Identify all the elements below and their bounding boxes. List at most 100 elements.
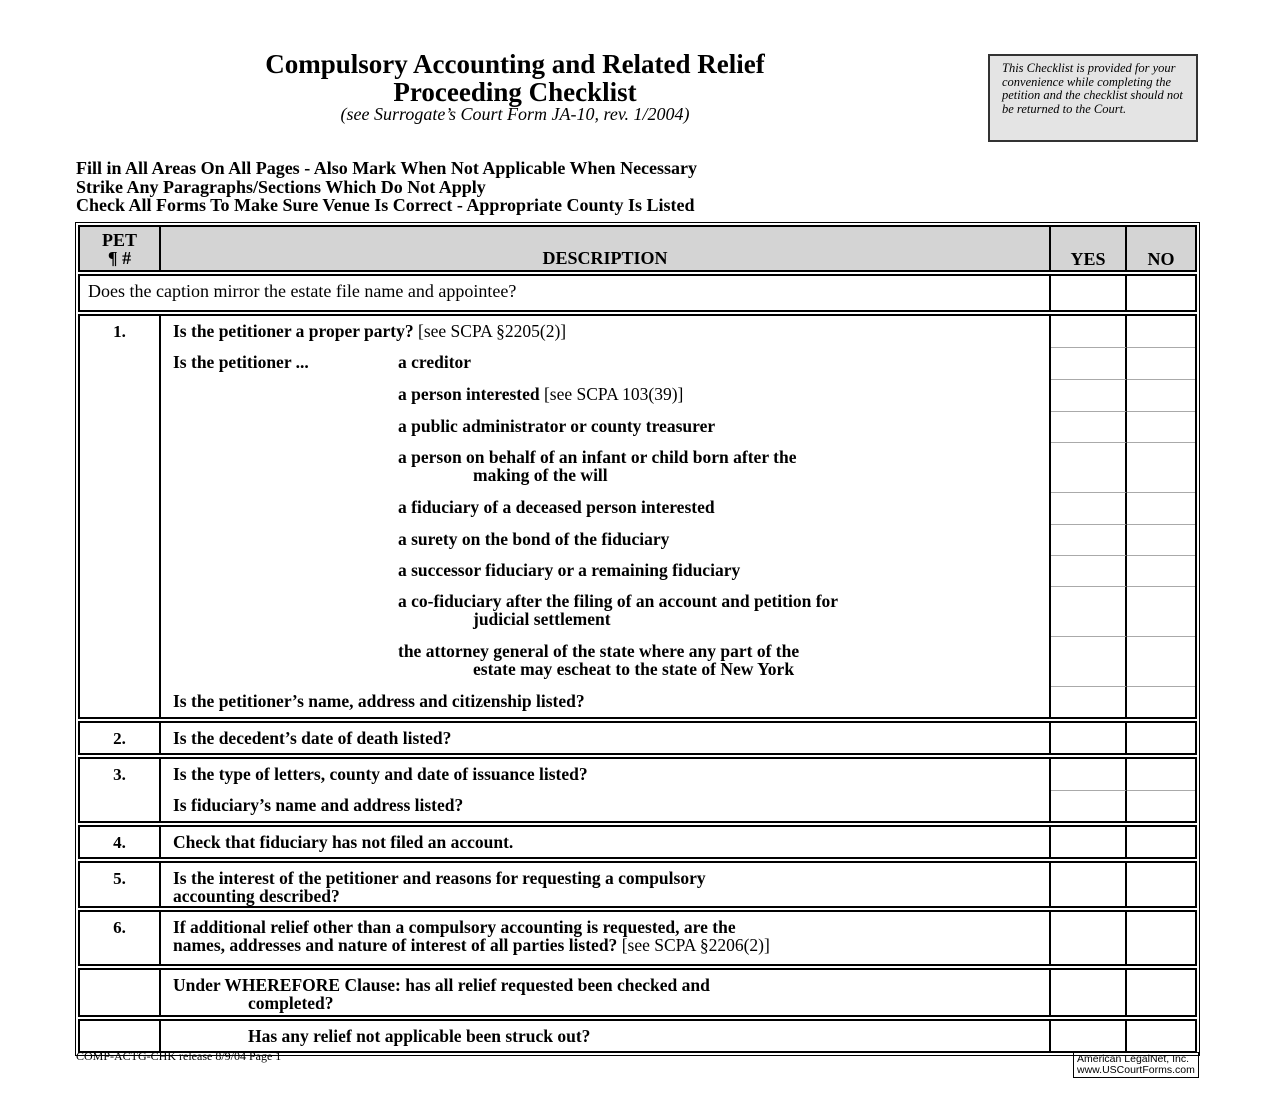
row-description: a successor fiduciary or a remaining fid… <box>161 555 1051 586</box>
description-text: a fiduciary of a deceased person interes… <box>398 497 715 517</box>
no-checkbox-cell[interactable] <box>1127 827 1195 857</box>
paragraph-number: 4. <box>80 827 161 857</box>
yes-checkbox-cell[interactable] <box>1051 970 1127 1015</box>
no-checkbox-cell[interactable] <box>1127 636 1195 686</box>
no-checkbox-cell[interactable] <box>1127 316 1195 347</box>
description-line: Is the decedent’s date of death listed? <box>173 729 1049 747</box>
description-line: Under WHEREFORE Clause: has all relief r… <box>173 976 1049 994</box>
yes-checkbox-cell[interactable] <box>1051 316 1127 347</box>
no-checkbox-cell[interactable] <box>1127 276 1195 310</box>
checklist-section: 4. Check that fiduciary has not filed an … <box>78 825 1197 859</box>
no-checkbox-cell[interactable] <box>1127 686 1195 717</box>
description-line: Is the type of letters, county and date … <box>173 765 1049 783</box>
no-checkbox-cell[interactable] <box>1127 970 1195 1015</box>
yes-checkbox-cell[interactable] <box>1051 686 1127 717</box>
description-line: a public administrator or county treasur… <box>173 417 1049 435</box>
no-checkbox-cell[interactable] <box>1127 723 1195 753</box>
table-header: PET ¶ # DESCRIPTION YES NO <box>78 225 1197 272</box>
no-checkbox-cell[interactable] <box>1127 379 1195 411</box>
checklist-table: PET ¶ # DESCRIPTION YES NO Does the capti… <box>75 222 1200 1056</box>
description-line: a successor fiduciary or a remaining fid… <box>173 561 1049 579</box>
yes-checkbox-cell[interactable] <box>1051 863 1127 906</box>
paragraph-number: 5. <box>80 863 161 906</box>
description-line: accounting described? <box>173 887 1049 905</box>
no-checkbox-cell[interactable] <box>1127 586 1195 636</box>
yes-checkbox-cell[interactable] <box>1051 555 1127 586</box>
description-line: Is the petitioner’s name, address and ci… <box>173 692 1049 710</box>
description-text: Is the petitioner a proper party? <box>173 321 414 341</box>
description-text: [see SCPA §2206(2)] <box>617 935 770 955</box>
paragraph-number <box>80 586 161 636</box>
paragraph-number <box>80 411 161 442</box>
description-text: a person interested <box>398 384 540 404</box>
description-text: a creditor <box>398 352 472 372</box>
no-checkbox-cell[interactable] <box>1127 912 1195 964</box>
paragraph-number <box>80 492 161 524</box>
instruction-2: Strike Any Paragraphs/Sections Which Do … <box>76 177 486 197</box>
checklist-section: 6. If additional relief other than a comp… <box>78 910 1197 966</box>
yes-checkbox-cell[interactable] <box>1051 723 1127 753</box>
description-line: names, addresses and nature of interest … <box>173 936 1049 954</box>
no-checkbox-cell[interactable] <box>1127 347 1195 379</box>
yes-checkbox-cell[interactable] <box>1051 524 1127 555</box>
description-text: a public administrator or county treasur… <box>398 416 716 436</box>
yes-checkbox-cell[interactable] <box>1051 586 1127 636</box>
yes-checkbox-cell[interactable] <box>1051 492 1127 524</box>
no-checkbox-cell[interactable] <box>1127 555 1195 586</box>
publisher-name: American LegalNet, Inc. <box>1077 1053 1190 1065</box>
yes-checkbox-cell[interactable] <box>1051 442 1127 492</box>
yes-checkbox-cell[interactable] <box>1051 347 1127 379</box>
form-title-line1: Compulsory Accounting and Related Relief <box>265 49 765 79</box>
table-row: 3. Is the type of letters, county and dat… <box>80 759 1195 790</box>
paragraph-number-label: ¶ # <box>107 248 132 268</box>
no-checkbox-cell[interactable] <box>1127 790 1195 821</box>
yes-checkbox-cell[interactable] <box>1051 379 1127 411</box>
row-description: a public administrator or county treasur… <box>161 411 1051 442</box>
paragraph-number <box>80 970 161 1015</box>
yes-checkbox-cell[interactable] <box>1051 1021 1127 1051</box>
yes-checkbox-cell[interactable] <box>1051 411 1127 442</box>
description-line: a fiduciary of a deceased person interes… <box>173 498 1049 516</box>
no-checkbox-cell[interactable] <box>1127 759 1195 790</box>
yes-checkbox-cell[interactable] <box>1051 759 1127 790</box>
description-text: Is the petitioner’s name, address and ci… <box>173 691 585 711</box>
no-checkbox-cell[interactable] <box>1127 863 1195 906</box>
yes-checkbox-cell[interactable] <box>1051 636 1127 686</box>
table-row: 1. Is the petitioner a proper party? [see… <box>80 316 1195 347</box>
disclaimer-box: This Checklist is provided for your conv… <box>988 54 1198 142</box>
yes-checkbox-cell[interactable] <box>1051 827 1127 857</box>
yes-checkbox-cell[interactable] <box>1051 790 1127 821</box>
checklist-section: Has any relief not applicable been struc… <box>78 1019 1197 1053</box>
paragraph-number <box>80 524 161 555</box>
table-row: the attorney general of the state where … <box>80 636 1195 686</box>
checklist-section: 1. Is the petitioner a proper party? [see… <box>78 314 1197 719</box>
row-description: Is the petitioner ... a creditor <box>161 347 1051 379</box>
no-checkbox-cell[interactable] <box>1127 411 1195 442</box>
description-text: [see SCPA §2205(2)] <box>413 321 567 341</box>
paragraph-number: 3. <box>80 759 161 790</box>
description-line: the attorney general of the state where … <box>173 642 1049 660</box>
table-row: a surety on the bond of the fiduciary <box>80 524 1195 555</box>
description-text: Is the decedent’s date of death listed? <box>173 728 452 748</box>
description-text: making of the will <box>473 465 608 485</box>
table-row: a successor fiduciary or a remaining fid… <box>80 555 1195 586</box>
description-text: accounting described? <box>173 886 340 906</box>
row-description: a surety on the bond of the fiduciary <box>161 524 1051 555</box>
row-description: Is fiduciary’s name and address listed? <box>161 790 1051 821</box>
yes-checkbox-cell[interactable] <box>1051 276 1127 310</box>
row-description: a fiduciary of a deceased person interes… <box>161 492 1051 524</box>
no-checkbox-cell[interactable] <box>1127 1021 1195 1051</box>
no-checkbox-cell[interactable] <box>1127 524 1195 555</box>
no-checkbox-cell[interactable] <box>1127 442 1195 492</box>
description-text: Is the interest of the petitioner and re… <box>173 868 706 888</box>
table-row: a fiduciary of a deceased person interes… <box>80 492 1195 524</box>
table-row: 5. Is the interest of the petitioner and … <box>80 863 1195 906</box>
row-description: Does the caption mirror the estate file … <box>80 276 1051 310</box>
yes-checkbox-cell[interactable] <box>1051 912 1127 964</box>
table-row: a co-fiduciary after the filing of an ac… <box>80 586 1195 636</box>
description-text: a person on behalf of an infant or child… <box>398 447 797 467</box>
no-checkbox-cell[interactable] <box>1127 492 1195 524</box>
description-text: judicial settlement <box>473 609 611 629</box>
checklist-section: Does the caption mirror the estate file … <box>78 274 1197 312</box>
paragraph-number: 2. <box>80 723 161 753</box>
